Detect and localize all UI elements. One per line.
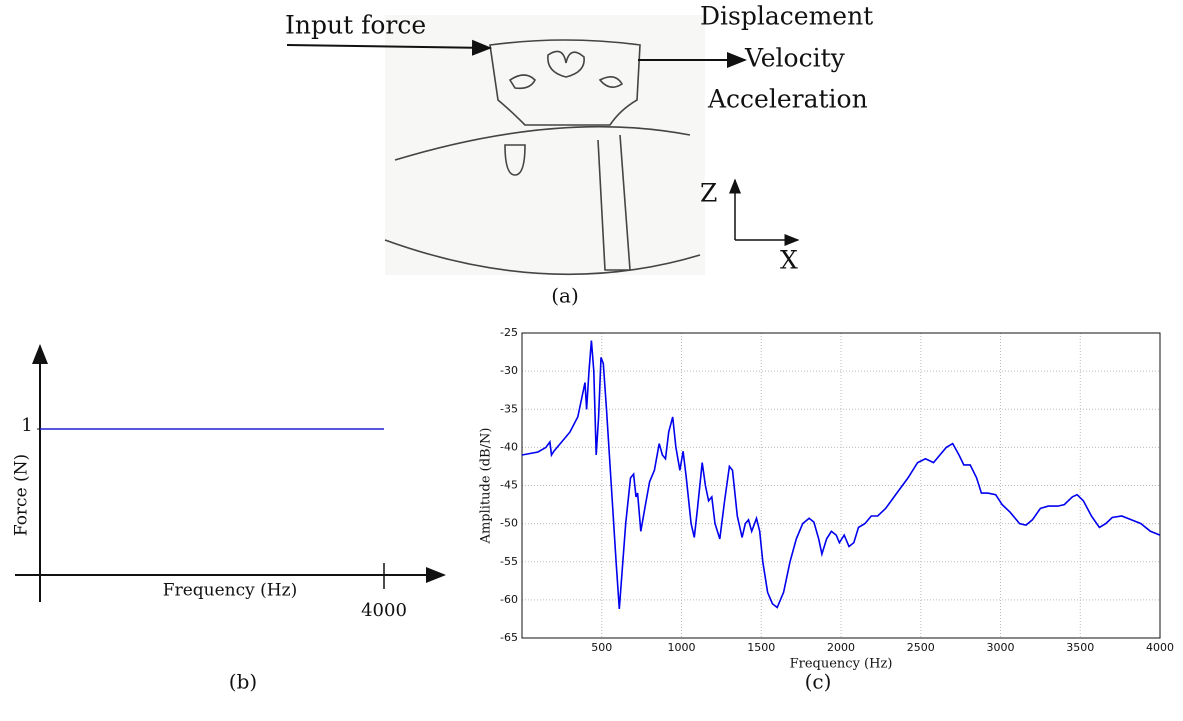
axis-label: Z xyxy=(700,179,717,208)
x-tick-label: 2000 xyxy=(827,641,855,654)
y-tick-label: -60 xyxy=(500,593,518,606)
x-tick-label: 500 xyxy=(591,641,612,654)
x-tick-label: 4000 xyxy=(1146,641,1174,654)
x-tick-label: 1500 xyxy=(747,641,775,654)
input-arrow xyxy=(286,39,492,56)
output-label: Displacement xyxy=(700,2,873,31)
y-axis-label: Force (N) xyxy=(12,454,32,536)
y-tick-label: -30 xyxy=(500,364,518,377)
y-tick-label: -25 xyxy=(500,326,518,339)
x-axis-label: Frequency (Hz) xyxy=(163,581,297,601)
x-tick-label: 3000 xyxy=(987,641,1015,654)
output-label: Velocity xyxy=(744,44,846,73)
y-axis-label: Amplitude (dB/N) xyxy=(479,428,494,545)
y-tick-label: 1 xyxy=(21,415,32,436)
caption: (c) xyxy=(805,670,832,694)
x-axis-label: Frequency (Hz) xyxy=(790,657,893,672)
x-tick-label: 4000 xyxy=(361,600,407,621)
x-tick-label: 2500 xyxy=(907,641,935,654)
data-line xyxy=(521,340,1161,610)
y-tick-label: -35 xyxy=(500,402,518,415)
input-label: Input force xyxy=(285,11,426,40)
y-tick-label: -45 xyxy=(500,479,518,492)
plot-frame xyxy=(521,332,1161,639)
y-tick-label: -40 xyxy=(500,440,518,453)
caption: (a) xyxy=(551,284,579,308)
axis-label: X xyxy=(780,246,798,275)
bridge-sketch xyxy=(384,15,705,276)
x-tick-label: 1000 xyxy=(668,641,696,654)
caption: (b) xyxy=(229,670,257,694)
y-tick-label: -65 xyxy=(500,631,518,644)
y-tick-label: -55 xyxy=(500,555,518,568)
x-tick-label: 3500 xyxy=(1066,641,1094,654)
output-label: Acceleration xyxy=(707,85,868,114)
y-tick-label: -50 xyxy=(500,517,518,530)
